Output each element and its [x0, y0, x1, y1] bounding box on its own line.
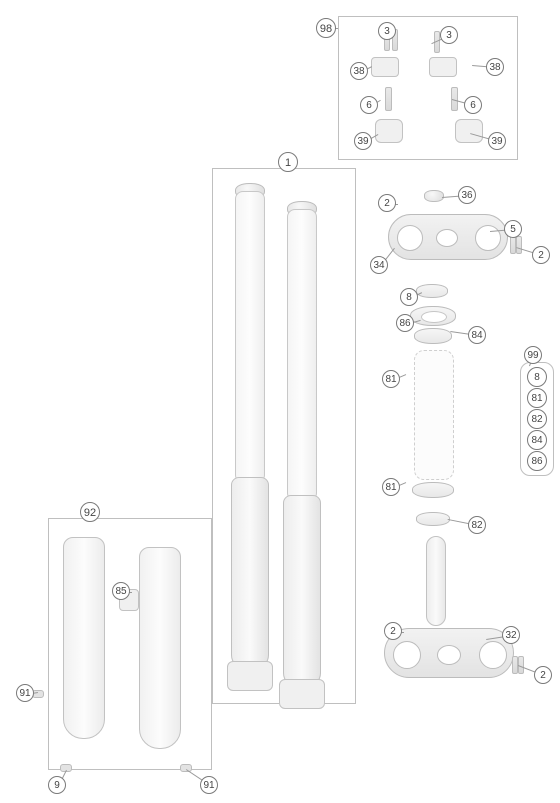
- fork-foot: [227, 661, 273, 691]
- callout-38: 38: [486, 58, 504, 76]
- steering-stem: [426, 536, 446, 626]
- bracket: [371, 57, 399, 77]
- callout-3: 3: [440, 26, 458, 44]
- callout-5: 5: [504, 220, 522, 238]
- stack-item: 84: [527, 430, 547, 450]
- fork-lower-tube: [283, 495, 321, 687]
- callout-82: 82: [468, 516, 486, 534]
- bracket: [429, 57, 457, 77]
- fork-guard: [63, 537, 105, 739]
- fork-foot: [279, 679, 325, 709]
- fork-guard: [139, 547, 181, 749]
- diagram-stage: { "meta": { "type": "exploded-parts-diag…: [0, 0, 560, 803]
- stack-item: 8: [527, 367, 547, 387]
- fork-assembly-box: [212, 168, 356, 704]
- callout-99: 99: [524, 346, 542, 364]
- fork-guards-box: [48, 518, 212, 770]
- callout-86: 86: [396, 314, 414, 332]
- head-tube-ghost: [414, 350, 454, 480]
- callout-39: 39: [354, 132, 372, 150]
- lower-triple-clamp: [384, 628, 514, 678]
- callout-81: 81: [382, 370, 400, 388]
- callout-9: 9: [48, 776, 66, 794]
- callout-6: 6: [464, 96, 482, 114]
- callout-32: 32: [502, 626, 520, 644]
- bearing-race: [414, 328, 452, 344]
- callout-2: 2: [384, 622, 402, 640]
- callout-1: 1: [278, 152, 298, 172]
- spacer-ring: [416, 512, 450, 526]
- clamp-center: [436, 229, 458, 247]
- callout-2: 2: [378, 194, 396, 212]
- kit-stack-99: 881828486: [520, 362, 554, 476]
- callout-85: 85: [112, 582, 130, 600]
- fork-upper-tube: [235, 191, 265, 483]
- callout-34: 34: [370, 256, 388, 274]
- callout-84: 84: [468, 326, 486, 344]
- clamp-bore: [397, 225, 423, 251]
- stack-item: 86: [527, 451, 547, 471]
- callout-91: 91: [200, 776, 218, 794]
- callout-81: 81: [382, 478, 400, 496]
- fork-upper-tube: [287, 209, 317, 501]
- o-ring: [416, 284, 448, 298]
- clamp-bore: [479, 641, 507, 669]
- callout-39: 39: [488, 132, 506, 150]
- lower-bracket: [375, 119, 403, 143]
- callout-38: 38: [350, 62, 368, 80]
- callout-3: 3: [378, 22, 396, 40]
- clamp-center: [437, 645, 461, 665]
- bolt: [516, 236, 522, 254]
- callout-92: 92: [80, 502, 100, 522]
- lower-race: [412, 482, 454, 498]
- callout-2: 2: [532, 246, 550, 264]
- stack-item: 82: [527, 409, 547, 429]
- callout-2: 2: [534, 666, 552, 684]
- callout-6: 6: [360, 96, 378, 114]
- callout-91: 91: [16, 684, 34, 702]
- screw: [385, 87, 392, 111]
- callout-98: 98: [316, 18, 336, 38]
- upper-triple-clamp: [388, 214, 508, 260]
- bearing-cap: [410, 306, 456, 326]
- stack-item: 81: [527, 388, 547, 408]
- callout-36: 36: [458, 186, 476, 204]
- clamp-bore: [475, 225, 501, 251]
- fork-lower-tube: [231, 477, 269, 669]
- lower-bracket: [455, 119, 483, 143]
- callout-8: 8: [400, 288, 418, 306]
- clamp-bore: [393, 641, 421, 669]
